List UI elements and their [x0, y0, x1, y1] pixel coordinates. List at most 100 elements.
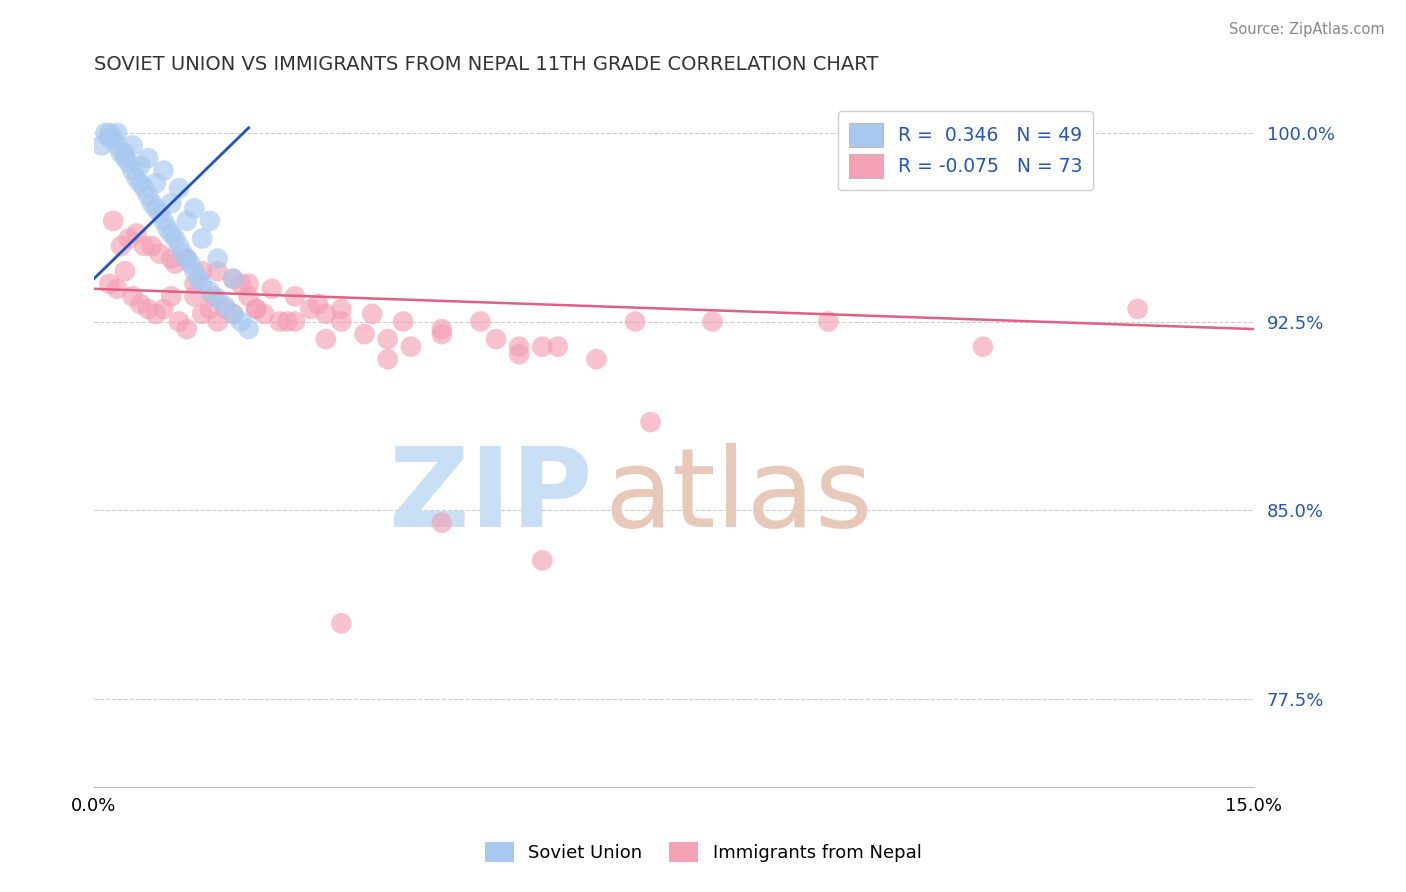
Point	[399, 340, 422, 354]
Point	[129, 159, 152, 173]
Point	[176, 252, 198, 266]
Point	[508, 347, 530, 361]
Point	[118, 156, 141, 170]
Point	[238, 289, 260, 303]
Point	[392, 314, 415, 328]
Point	[105, 282, 128, 296]
Point	[198, 214, 221, 228]
Point	[180, 257, 202, 271]
Point	[121, 163, 143, 178]
Point	[149, 206, 172, 220]
Point	[134, 239, 156, 253]
Point	[284, 289, 307, 303]
Point	[136, 188, 159, 202]
Point	[222, 272, 245, 286]
Point	[136, 151, 159, 165]
Point	[98, 131, 121, 145]
Point	[172, 246, 194, 260]
Point	[118, 231, 141, 245]
Point	[253, 307, 276, 321]
Point	[152, 301, 174, 316]
Point	[430, 327, 453, 342]
Text: atlas: atlas	[605, 442, 873, 549]
Point	[1126, 301, 1149, 316]
Text: ZIP: ZIP	[389, 442, 592, 549]
Point	[141, 239, 163, 253]
Point	[134, 181, 156, 195]
Point	[114, 151, 136, 165]
Point	[207, 264, 229, 278]
Point	[125, 171, 148, 186]
Point	[238, 322, 260, 336]
Point	[260, 282, 283, 296]
Point	[470, 314, 492, 328]
Point	[547, 340, 569, 354]
Point	[183, 289, 205, 303]
Point	[191, 277, 214, 291]
Point	[430, 516, 453, 530]
Point	[245, 301, 267, 316]
Point	[222, 307, 245, 321]
Point	[284, 314, 307, 328]
Point	[160, 252, 183, 266]
Point	[94, 126, 117, 140]
Point	[105, 126, 128, 140]
Point	[702, 314, 724, 328]
Point	[585, 352, 607, 367]
Point	[191, 307, 214, 321]
Point	[377, 332, 399, 346]
Point	[156, 221, 179, 235]
Point	[307, 297, 329, 311]
Point	[269, 314, 291, 328]
Point	[276, 314, 298, 328]
Point	[98, 277, 121, 291]
Point	[114, 146, 136, 161]
Point	[198, 301, 221, 316]
Point	[145, 202, 167, 216]
Point	[167, 239, 190, 253]
Point	[485, 332, 508, 346]
Point	[145, 176, 167, 190]
Point	[207, 252, 229, 266]
Point	[110, 146, 132, 161]
Point	[90, 138, 112, 153]
Point	[176, 252, 198, 266]
Point	[229, 277, 252, 291]
Point	[160, 196, 183, 211]
Point	[245, 301, 267, 316]
Point	[191, 231, 214, 245]
Point	[508, 340, 530, 354]
Point	[149, 246, 172, 260]
Point	[214, 300, 236, 314]
Point	[136, 301, 159, 316]
Point	[167, 314, 190, 328]
Point	[114, 264, 136, 278]
Point	[207, 292, 229, 306]
Point	[152, 163, 174, 178]
Point	[214, 301, 236, 316]
Point	[330, 301, 353, 316]
Point	[207, 314, 229, 328]
Legend: Soviet Union, Immigrants from Nepal: Soviet Union, Immigrants from Nepal	[478, 834, 928, 870]
Point	[430, 322, 453, 336]
Point	[160, 289, 183, 303]
Text: SOVIET UNION VS IMMIGRANTS FROM NEPAL 11TH GRADE CORRELATION CHART: SOVIET UNION VS IMMIGRANTS FROM NEPAL 11…	[94, 55, 879, 74]
Point	[299, 301, 322, 316]
Point	[141, 196, 163, 211]
Point	[187, 272, 209, 286]
Point	[125, 227, 148, 241]
Point	[377, 352, 399, 367]
Point	[222, 307, 245, 321]
Point	[103, 131, 125, 145]
Point	[640, 415, 662, 429]
Point	[315, 332, 337, 346]
Point	[152, 214, 174, 228]
Point	[160, 227, 183, 241]
Point	[361, 307, 384, 321]
Point	[531, 553, 554, 567]
Point	[330, 314, 353, 328]
Point	[229, 314, 252, 328]
Point	[105, 138, 128, 153]
Point	[191, 264, 214, 278]
Point	[222, 272, 245, 286]
